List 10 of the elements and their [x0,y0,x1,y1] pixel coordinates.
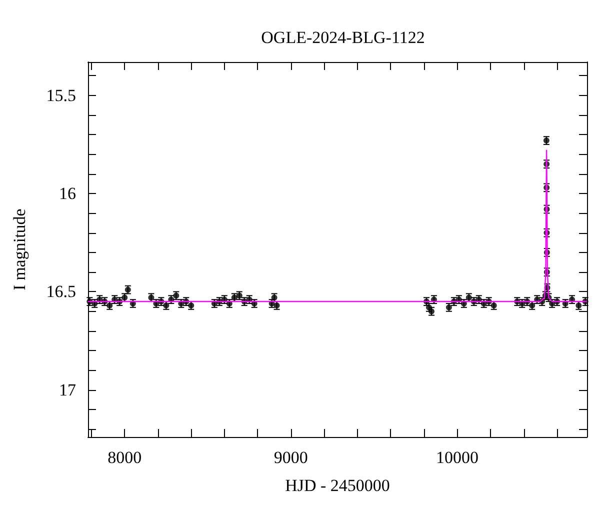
x-tick-label: 8000 [108,448,142,467]
chart-title: OGLE-2024-BLG-1122 [261,28,425,47]
x-tick-label: 9000 [274,448,308,467]
y-tick-label: 17 [59,380,76,400]
x-axis-title: HJD - 2450000 [285,476,390,495]
y-tick-label: 16.5 [46,282,76,302]
y-axis-title: I magnitude [10,208,29,290]
x-tick-label: 10000 [436,448,479,467]
y-tick-label: 15.5 [46,86,76,105]
y-tick-label: 16 [59,184,76,204]
